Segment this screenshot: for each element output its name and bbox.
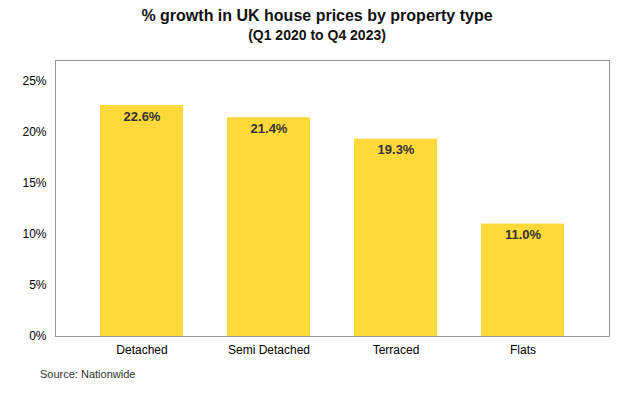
svg-text:21.4%: 21.4% <box>251 121 288 136</box>
svg-text:Semi Detached: Semi Detached <box>228 343 310 357</box>
svg-text:25%: 25% <box>22 74 46 88</box>
svg-text:5%: 5% <box>29 278 47 292</box>
svg-text:0%: 0% <box>29 329 47 343</box>
svg-text:22.6%: 22.6% <box>124 109 161 124</box>
svg-text:Flats: Flats <box>510 343 536 357</box>
svg-text:Detached: Detached <box>116 343 167 357</box>
svg-text:10%: 10% <box>22 227 46 241</box>
svg-text:15%: 15% <box>22 176 46 190</box>
html-text:(Q1 2020 to Q4 2023): (Q1 2020 to Q4 2023) <box>248 27 386 43</box>
html-text:Source: Nationwide: Source: Nationwide <box>40 368 136 380</box>
svg-text:Terraced: Terraced <box>373 343 420 357</box>
svg-text:20%: 20% <box>22 125 46 139</box>
svg-text:19.3%: 19.3% <box>378 142 415 157</box>
svg-text:11.0%: 11.0% <box>505 227 542 242</box>
html-text:% growth in UK house prices by: % growth in UK house prices by property … <box>141 7 493 24</box>
